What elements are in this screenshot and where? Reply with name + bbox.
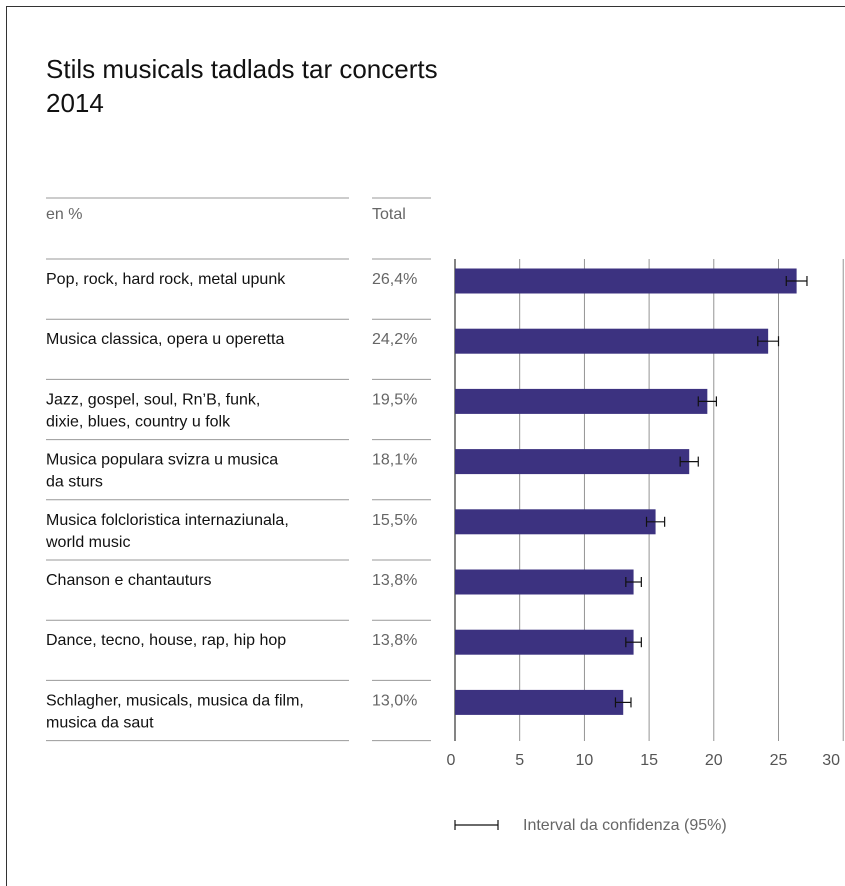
x-tick-label: 10	[576, 752, 594, 769]
value-label: 24,2%	[372, 331, 417, 348]
chart-frame	[6, 6, 845, 886]
error-bar	[785, 276, 808, 286]
bar	[455, 689, 624, 715]
chart-title-line-2: 2014	[46, 88, 104, 118]
category-label: Musica folcloristica internaziunala, worl…	[45, 512, 289, 551]
category-labels: Pop, rock, hard rock, metal upunk 26,4% Mu…	[45, 271, 417, 731]
category-label: Musica classica, opera u operetta	[46, 331, 284, 348]
legend-label: Interval da confidenza (95%)	[523, 817, 727, 834]
unit-header: en %	[46, 206, 82, 223]
bars	[455, 268, 797, 715]
total-header: Total	[372, 206, 406, 223]
error-bar	[625, 577, 642, 587]
category-label: Musica populara svizra u musica da sturs	[46, 452, 278, 491]
category-label-line: da sturs	[46, 474, 103, 491]
category-label-line: Dance, tecno, house, rap, hip hop	[46, 632, 286, 649]
category-label: Chanson e chantauturs	[46, 572, 211, 589]
category-label: Pop, rock, hard rock, metal upunk	[46, 271, 286, 288]
x-tick-label: 15	[640, 752, 658, 769]
category-label-line: dixie, blues, country u folk	[46, 413, 231, 430]
value-label: 13,0%	[372, 692, 417, 709]
chart-title: Stils musicals tadlads tar concerts 2014	[46, 52, 438, 120]
value-label: 19,5%	[372, 391, 417, 408]
category-label-line: Chanson e chantauturs	[46, 572, 211, 589]
category-label-line: musica da saut	[46, 714, 154, 731]
error-bars	[614, 276, 808, 708]
error-bar	[697, 396, 717, 407]
category-label-line: world music	[45, 534, 130, 551]
bar	[455, 449, 690, 475]
legend: Interval da confidenza (95%)	[454, 817, 727, 834]
category-label-line: Schlagher, musicals, musica da film,	[46, 692, 304, 709]
bar	[455, 328, 769, 354]
category-label: Schlagher, musicals, musica da film, musi…	[46, 692, 304, 731]
category-label-line: Pop, rock, hard rock, metal upunk	[46, 271, 286, 288]
bar	[455, 509, 656, 535]
x-tick-label: 30	[822, 752, 840, 769]
category-label: Dance, tecno, house, rap, hip hop	[46, 632, 286, 649]
chart-title-line-1: Stils musicals tadlads tar concerts	[46, 54, 438, 84]
category-label: Jazz, gospel, soul, Rn’B, funk, dixie, bl…	[46, 391, 260, 430]
category-label-line: Jazz, gospel, soul, Rn’B, funk,	[46, 391, 260, 408]
value-label: 15,5%	[372, 512, 417, 529]
category-label-line: Musica populara svizra u musica	[46, 452, 278, 469]
category-label-line: Musica folcloristica internaziunala,	[46, 512, 289, 529]
category-label-line: Musica classica, opera u operetta	[46, 331, 284, 348]
error-bar	[679, 456, 699, 467]
bar	[455, 629, 634, 655]
value-label: 18,1%	[372, 452, 417, 469]
x-tick-label: 25	[770, 752, 788, 769]
x-axis-ticks: 0 5 10 15 20 25 30	[447, 752, 841, 769]
bar	[455, 388, 708, 414]
value-label: 13,8%	[372, 572, 417, 589]
error-bar	[614, 697, 632, 708]
x-tick-label: 20	[705, 752, 723, 769]
row-separators	[46, 197, 431, 742]
bar-chart: en % Total Pop, rock, hard rock, metal u…	[45, 197, 844, 834]
bar	[455, 569, 634, 595]
bar	[455, 268, 797, 294]
x-tick-label: 0	[447, 752, 456, 769]
x-tick-label: 5	[515, 752, 524, 769]
error-bar	[757, 336, 780, 347]
value-label: 26,4%	[372, 271, 417, 288]
error-bar	[625, 637, 642, 648]
value-label: 13,8%	[372, 632, 417, 649]
error-bar	[645, 516, 666, 527]
